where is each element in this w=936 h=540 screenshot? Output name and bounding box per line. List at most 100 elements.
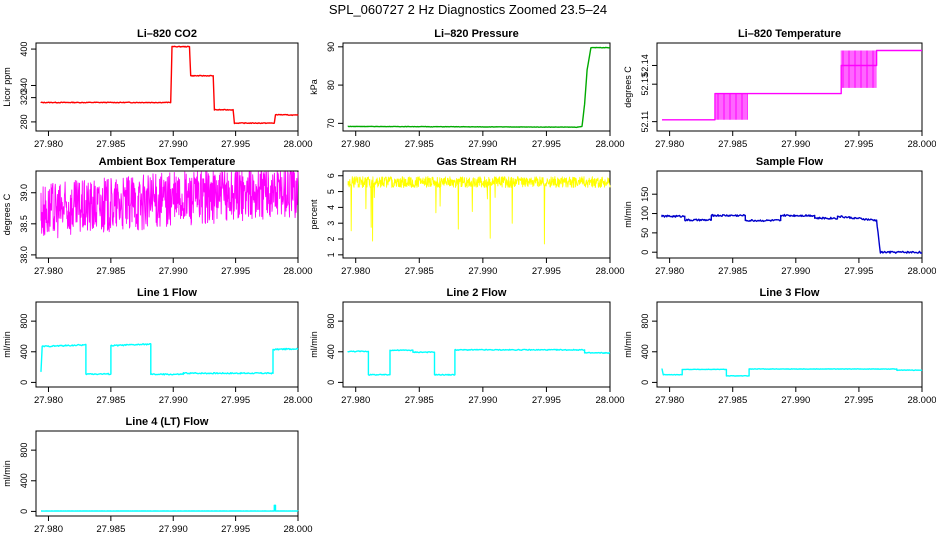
y-tick-label: 80: [326, 80, 336, 90]
x-tick-label: 27.995: [221, 395, 250, 406]
y-tick-label: 52.11: [640, 111, 650, 133]
x-tick-label: 27.995: [221, 524, 250, 535]
x-tick-label: 27.985: [96, 524, 125, 535]
chart-title: Line 3 Flow: [760, 287, 820, 299]
plot-frame: [35, 430, 299, 517]
y-tick-label: 400: [326, 344, 336, 359]
y-axis-label: ml/min: [623, 201, 633, 228]
x-tick-label: 27.980: [341, 395, 370, 406]
x-tick-label: 27.995: [844, 266, 873, 277]
plot-frame: [656, 42, 923, 132]
y-tick-label: 3: [326, 221, 336, 226]
series-line: [661, 368, 923, 377]
series-line: [347, 348, 611, 376]
y-axis-label: percent: [309, 199, 319, 230]
x-tick-label: 27.990: [159, 266, 188, 277]
y-tick-label: 6: [326, 173, 336, 178]
x-tick-label: 27.995: [221, 139, 250, 150]
y-tick-label: 400: [640, 344, 650, 359]
y-tick-label: 52.13: [640, 73, 650, 96]
oscillation-band: [840, 50, 877, 88]
x-tick-label: 27.985: [718, 395, 747, 406]
x-tick-label: 28.000: [907, 139, 936, 150]
x-tick-label: 27.980: [34, 524, 63, 535]
x-tick-label: 27.990: [781, 395, 810, 406]
x-tick-label: 27.995: [844, 395, 873, 406]
chart-title: Li–820 Temperature: [738, 28, 841, 40]
chart-panel-4: Ambient Box Temperature degrees C 27.980 27…: [2, 156, 313, 277]
y-tick-label: 800: [19, 443, 29, 458]
x-tick-label: 27.990: [468, 266, 497, 277]
chart-title: Li–820 Pressure: [434, 28, 518, 40]
chart-title: Line 4 (LT) Flow: [126, 416, 209, 428]
x-tick-label: 27.985: [405, 395, 434, 406]
y-tick-label: 38.0: [19, 246, 29, 264]
y-tick-label: 320: [19, 90, 29, 105]
y-axis-label: ml/min: [2, 460, 12, 487]
series-line: [40, 171, 299, 239]
y-tick-label: 52.14: [640, 54, 650, 77]
x-tick-label: 28.000: [907, 266, 936, 277]
plot-frame: [656, 170, 923, 259]
series-line: [40, 343, 299, 376]
y-tick-label: 800: [19, 314, 29, 329]
y-axis-label: kPa: [309, 79, 319, 95]
chart-panel-2: Li–820 Pressure kPa 27.980 27.985 27.990 27.9…: [309, 28, 625, 150]
x-tick-label: 27.995: [844, 139, 873, 150]
y-tick-label: 800: [640, 314, 650, 329]
x-tick-label: 27.980: [341, 266, 370, 277]
chart-panel-7: Line 1 Flow ml/min 27.980 27.985 27.990 27.99…: [2, 287, 313, 406]
x-tick-label: 27.980: [34, 266, 63, 277]
y-tick-label: 0: [640, 380, 650, 385]
chart-panel-1: Li–820 CO2 Licor ppm 27.980 27.985 27.990 27.…: [2, 28, 313, 150]
plot-frame: [342, 42, 611, 132]
y-tick-label: 400: [19, 42, 29, 57]
x-tick-label: 27.980: [34, 395, 63, 406]
y-tick-label: 800: [326, 314, 336, 329]
y-tick-label: 5: [326, 189, 336, 194]
y-axis-label: ml/min: [2, 331, 12, 358]
y-tick-label: 2: [326, 237, 336, 242]
chart-title: Ambient Box Temperature: [99, 156, 236, 168]
y-tick-label: 1: [326, 252, 336, 257]
y-axis-label: degrees C: [2, 193, 12, 235]
series-line: [661, 213, 923, 254]
y-axis-label: Licor ppm: [2, 67, 12, 107]
x-tick-label: 28.000: [283, 524, 312, 535]
y-tick-label: 70: [326, 118, 336, 128]
y-tick-label: 50: [640, 228, 650, 238]
chart-title: Li–820 CO2: [137, 28, 197, 40]
y-tick-label: 38.5: [19, 215, 29, 233]
x-tick-label: 27.980: [341, 139, 370, 150]
plot-frame: [35, 42, 299, 132]
x-tick-label: 27.990: [159, 395, 188, 406]
series-line: [40, 45, 299, 125]
x-tick-label: 27.985: [405, 139, 434, 150]
chart-panel-8: Line 2 Flow ml/min 27.980 27.985 27.990 27.99…: [309, 287, 625, 406]
x-tick-label: 27.990: [468, 139, 497, 150]
chart-title: Gas Stream RH: [436, 156, 516, 168]
series-line: [41, 504, 299, 512]
chart-panel-10: Line 4 (LT) Flow ml/min 27.980 27.985 27.990…: [2, 416, 313, 535]
y-axis-label: ml/min: [623, 331, 633, 358]
x-tick-label: 28.000: [595, 395, 624, 406]
x-tick-label: 27.980: [655, 139, 684, 150]
plot-frame: [35, 301, 299, 388]
x-tick-label: 27.980: [655, 395, 684, 406]
y-axis-label: degrees C: [623, 66, 633, 108]
x-tick-label: 27.995: [532, 266, 561, 277]
x-tick-label: 27.990: [781, 266, 810, 277]
x-tick-label: 27.985: [96, 266, 125, 277]
y-tick-label: 0: [326, 380, 336, 385]
y-tick-label: 100: [640, 206, 650, 221]
y-tick-label: 150: [640, 187, 650, 202]
plot-frame: [342, 170, 611, 259]
y-tick-label: 280: [19, 114, 29, 129]
chart-title: Sample Flow: [756, 156, 824, 168]
series-line: [662, 49, 922, 121]
x-tick-label: 27.985: [718, 139, 747, 150]
x-tick-label: 27.985: [718, 266, 747, 277]
plot-frame: [35, 170, 299, 259]
x-tick-label: 27.990: [159, 139, 188, 150]
x-tick-label: 27.985: [96, 139, 125, 150]
